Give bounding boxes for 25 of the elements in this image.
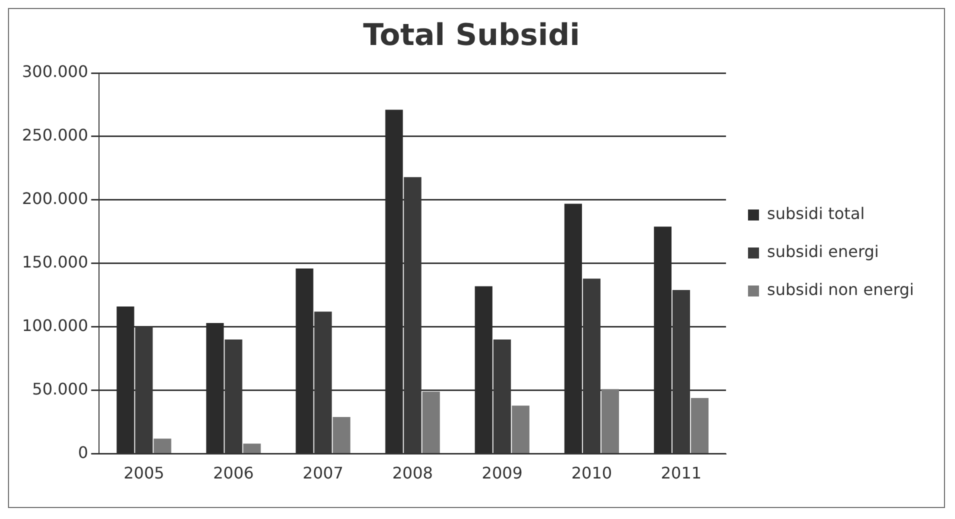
bar [601,389,619,454]
x-tick-label: 2011 [660,464,702,483]
y-tick-label: 200.000 [22,189,88,208]
y-tick-label: 0 [78,442,88,462]
x-tick-label: 2005 [124,464,164,483]
y-tick-label: 50.000 [32,379,88,398]
bar [243,444,261,454]
x-tick-label: 2010 [571,464,612,483]
legend-label: subsidi total [767,204,865,224]
y-tick-label: 150.000 [22,252,88,272]
legend-label: subsidi non energi [767,280,914,300]
bar [690,398,709,454]
bar [512,406,530,454]
chart-title: Total Subsidi [363,18,580,53]
x-tick-label: 2006 [213,464,254,483]
y-tick-label: 250.000 [22,126,88,145]
x-tick-label: 2009 [482,464,522,483]
y-tick-label: 300.000 [22,62,88,82]
x-tick-label: 2007 [302,464,344,483]
y-tick-label: 100.000 [22,316,88,336]
bar [332,416,350,454]
bar [422,392,440,454]
x-tick-label: 2008 [392,464,433,483]
bar [154,438,172,454]
legend-label: subsidi energi [767,242,879,262]
